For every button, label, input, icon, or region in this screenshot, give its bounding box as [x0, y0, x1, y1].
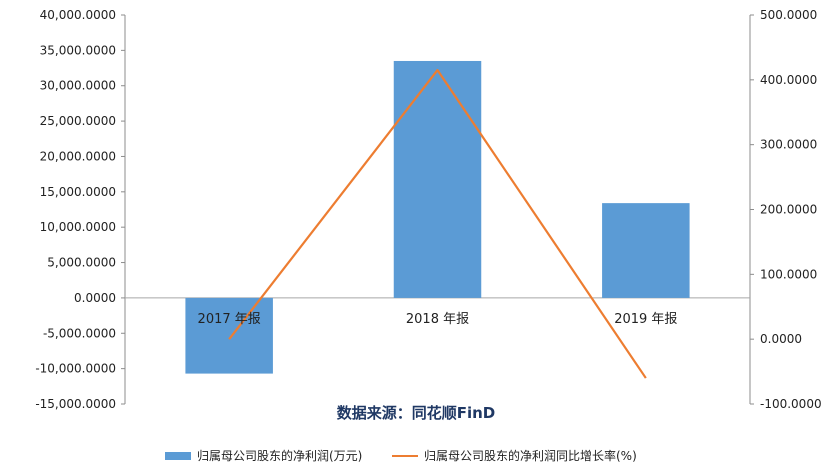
category-label-0: 2017 年报 — [198, 312, 261, 327]
left-tick-label-0: -15,000.0000 — [35, 397, 116, 411]
left-tick-label-4: 5,000.0000 — [47, 256, 116, 270]
left-tick-label-8: 25,000.0000 — [40, 114, 116, 128]
left-tick-label-9: 30,000.0000 — [40, 79, 116, 93]
bar-2 — [602, 203, 690, 298]
left-tick-label-7: 20,000.0000 — [40, 149, 116, 163]
left-axis: -15,000.0000 -10,000.0000 -5,000.0000 0.000… — [35, 8, 125, 411]
left-tick-label-10: 35,000.0000 — [40, 43, 116, 57]
legend-bar-label: 归属母公司股东的净利润(万元) — [197, 448, 362, 463]
source-note: 数据来源：同花顺FinD — [337, 404, 496, 422]
right-tick-label-4: 300.0000 — [760, 138, 817, 152]
right-tick-label-5: 400.0000 — [760, 73, 817, 87]
right-tick-label-6: 500.0000 — [760, 8, 817, 22]
category-labels: 2017 年报 2018 年报 2019 年报 — [198, 312, 678, 327]
left-tick-label-2: -5,000.0000 — [43, 326, 116, 340]
legend-bar-swatch — [165, 452, 191, 460]
bar-series — [185, 60, 690, 374]
left-tick-label-1: -10,000.0000 — [35, 362, 116, 376]
left-tick-label-3: 0.0000 — [74, 291, 116, 305]
left-tick-label-11: 40,000.0000 — [40, 8, 116, 22]
right-axis: -100.0000 0.0000 100.0000 200.0000 300.0000 4… — [750, 8, 822, 411]
bar-1 — [393, 60, 482, 298]
right-tick-label-0: -100.0000 — [760, 397, 822, 411]
right-tick-label-1: 0.0000 — [760, 332, 802, 346]
category-label-2: 2019 年报 — [614, 312, 677, 327]
line-series — [228, 69, 647, 379]
legend-line-label: 归属母公司股东的净利润同比增长率(%) — [424, 448, 637, 463]
right-tick-label-3: 200.0000 — [760, 203, 817, 217]
left-tick-label-5: 10,000.0000 — [40, 220, 116, 234]
category-label-1: 2018 年报 — [406, 312, 469, 327]
left-tick-label-6: 15,000.0000 — [40, 185, 116, 199]
legend: 归属母公司股东的净利润(万元) 归属母公司股东的净利润同比增长率(%) — [165, 448, 637, 463]
right-tick-label-2: 100.0000 — [760, 267, 817, 281]
bar-0 — [185, 297, 273, 374]
